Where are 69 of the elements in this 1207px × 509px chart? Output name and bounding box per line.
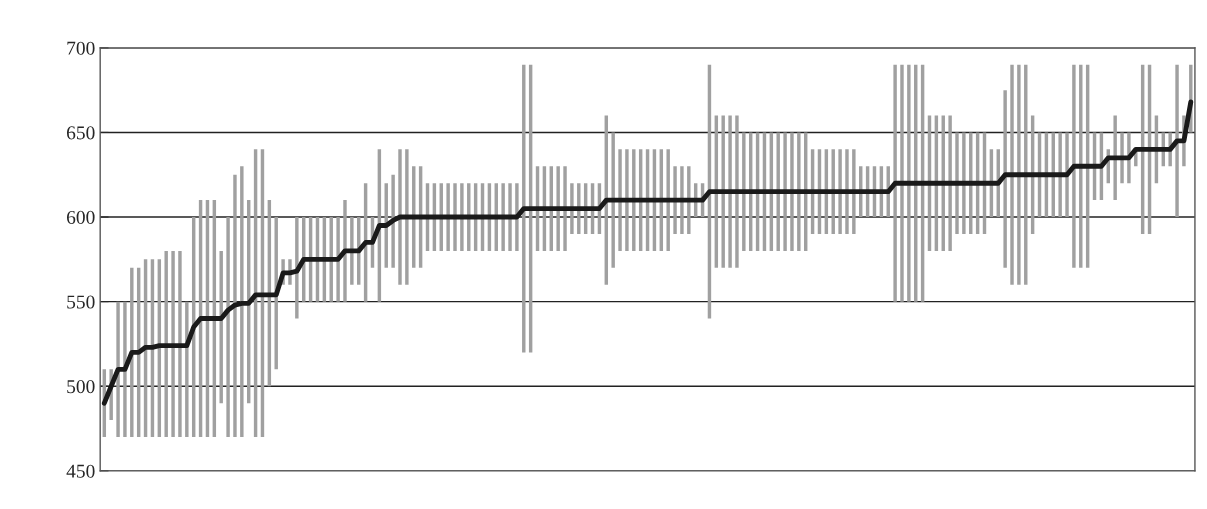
bar <box>1072 64 1076 268</box>
bar <box>611 132 615 268</box>
bar <box>233 174 237 437</box>
bar <box>687 166 691 234</box>
bar <box>460 183 464 251</box>
bar <box>556 166 560 251</box>
y-tick-label: 450 <box>66 464 95 478</box>
bar <box>845 149 849 234</box>
bar <box>336 217 340 302</box>
bar <box>1017 64 1021 285</box>
bar <box>783 132 787 251</box>
bar <box>632 149 636 251</box>
bar <box>742 132 746 251</box>
bar <box>893 64 897 302</box>
bar <box>1010 64 1014 285</box>
y-tick-label: 500 <box>67 380 95 394</box>
bar <box>577 183 581 234</box>
y-tick-label: 600 <box>66 210 95 224</box>
bar <box>1120 132 1124 184</box>
y-tick-label: 700 <box>67 41 95 55</box>
bar <box>673 166 677 234</box>
bar <box>350 217 354 285</box>
bar <box>790 132 794 251</box>
bar <box>1113 115 1117 201</box>
bar <box>680 166 684 234</box>
bar <box>219 250 223 404</box>
y-tick-label: 550 <box>67 295 95 309</box>
bar <box>446 183 450 251</box>
bar <box>240 166 244 437</box>
bar <box>164 250 168 437</box>
bar <box>563 166 567 251</box>
bar <box>295 217 299 319</box>
bar <box>508 183 512 251</box>
bar <box>185 301 189 437</box>
bar <box>948 115 952 251</box>
bar <box>900 64 904 302</box>
bar <box>515 183 519 251</box>
bar <box>955 132 959 234</box>
bar <box>570 183 574 234</box>
bar <box>907 64 911 302</box>
bar <box>852 149 856 234</box>
y-tick-label: 650 <box>66 126 95 140</box>
bar <box>130 267 134 437</box>
bar <box>721 115 725 268</box>
bar <box>453 183 457 251</box>
bar <box>391 174 395 268</box>
bar <box>178 250 182 437</box>
bar <box>1003 90 1007 268</box>
bar <box>962 132 966 234</box>
bar <box>171 250 175 437</box>
line-series <box>101 99 1194 406</box>
bar <box>735 115 739 268</box>
bar <box>123 301 127 437</box>
bar <box>1058 132 1062 218</box>
bar <box>501 183 505 251</box>
bar <box>116 301 120 437</box>
bar <box>776 132 780 251</box>
bar <box>618 149 622 251</box>
bar <box>343 200 347 302</box>
bar <box>838 149 842 234</box>
bar <box>1175 64 1179 218</box>
bar <box>405 149 409 285</box>
bar <box>398 149 402 285</box>
bar <box>666 149 670 251</box>
bar <box>1065 132 1069 218</box>
bar <box>625 149 629 251</box>
bar <box>797 132 801 251</box>
bar <box>226 217 230 437</box>
bar <box>728 115 732 268</box>
